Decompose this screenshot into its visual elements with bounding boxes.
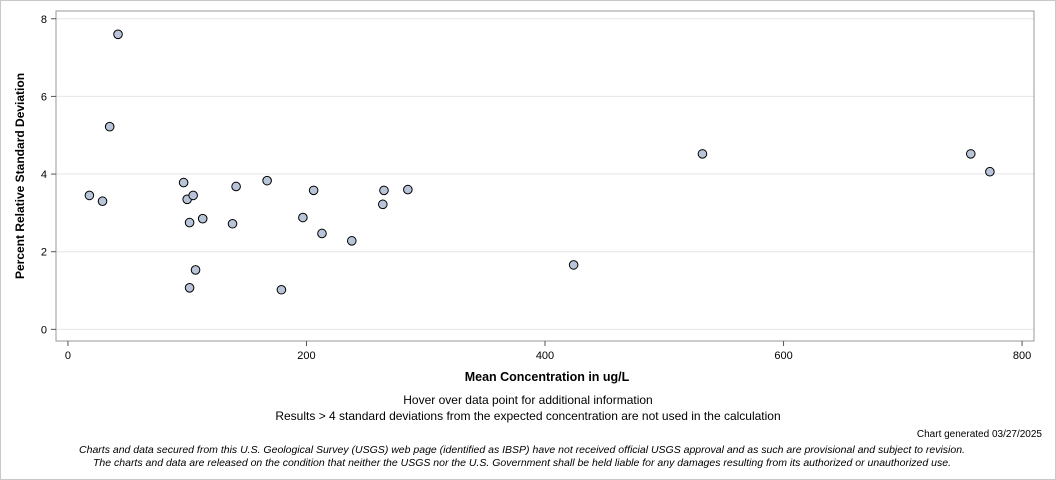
data-point[interactable]	[568, 260, 579, 270]
data-point[interactable]	[317, 228, 327, 239]
results-note: Results > 4 standard deviations from the…	[275, 409, 781, 423]
x-tick-label: 0	[65, 350, 71, 362]
y-tick-label: 2	[41, 247, 47, 259]
data-point[interactable]	[308, 185, 319, 196]
x-tick-label: 800	[1013, 350, 1031, 362]
disclaimer-line-2: The charts and data are released on the …	[93, 457, 951, 469]
data-point[interactable]	[188, 190, 198, 201]
x-axis: 0 200 400 600 800	[65, 341, 1031, 362]
data-point[interactable]	[377, 199, 388, 210]
y-tick-label: 6	[41, 91, 47, 103]
y-tick-label: 4	[41, 169, 47, 181]
disclaimer-line-1: Charts and data secured from this U.S. G…	[79, 444, 965, 456]
y-axis-title: Percent Relative Standard Deviation	[13, 73, 27, 279]
data-point[interactable]	[231, 181, 241, 192]
hover-note: Hover over data point for additional inf…	[403, 393, 653, 407]
data-point[interactable]	[104, 121, 115, 132]
y-tick-label: 0	[41, 324, 47, 336]
x-tick-label: 600	[774, 350, 792, 362]
data-point[interactable]	[697, 149, 708, 159]
y-axis: 0 2 4 6 8	[41, 14, 56, 336]
data-point[interactable]	[298, 212, 308, 223]
data-point[interactable]	[379, 185, 389, 196]
data-point[interactable]	[178, 177, 189, 188]
data-point[interactable]	[985, 166, 995, 177]
data-point[interactable]	[346, 236, 357, 246]
data-point[interactable]	[190, 265, 201, 275]
data-point[interactable]	[276, 284, 287, 295]
data-point[interactable]	[184, 217, 195, 228]
x-tick-label: 200	[297, 350, 315, 362]
x-axis-title: Mean Concentration in ug/L	[465, 370, 630, 384]
data-point[interactable]	[97, 196, 108, 207]
grid-lines	[56, 18, 1034, 330]
data-points	[84, 29, 995, 295]
y-tick-label: 8	[41, 14, 47, 26]
data-point[interactable]	[965, 149, 976, 159]
data-point[interactable]	[403, 184, 413, 195]
data-point[interactable]	[197, 213, 208, 224]
data-point[interactable]	[84, 190, 95, 201]
data-point[interactable]	[262, 175, 272, 186]
x-tick-label: 400	[536, 350, 554, 362]
data-point[interactable]	[184, 283, 195, 293]
chart-generated-date: Chart generated 03/27/2025	[916, 429, 1042, 440]
data-point[interactable]	[113, 29, 123, 40]
plot-area-border	[55, 10, 1035, 342]
data-point[interactable]	[227, 218, 238, 229]
